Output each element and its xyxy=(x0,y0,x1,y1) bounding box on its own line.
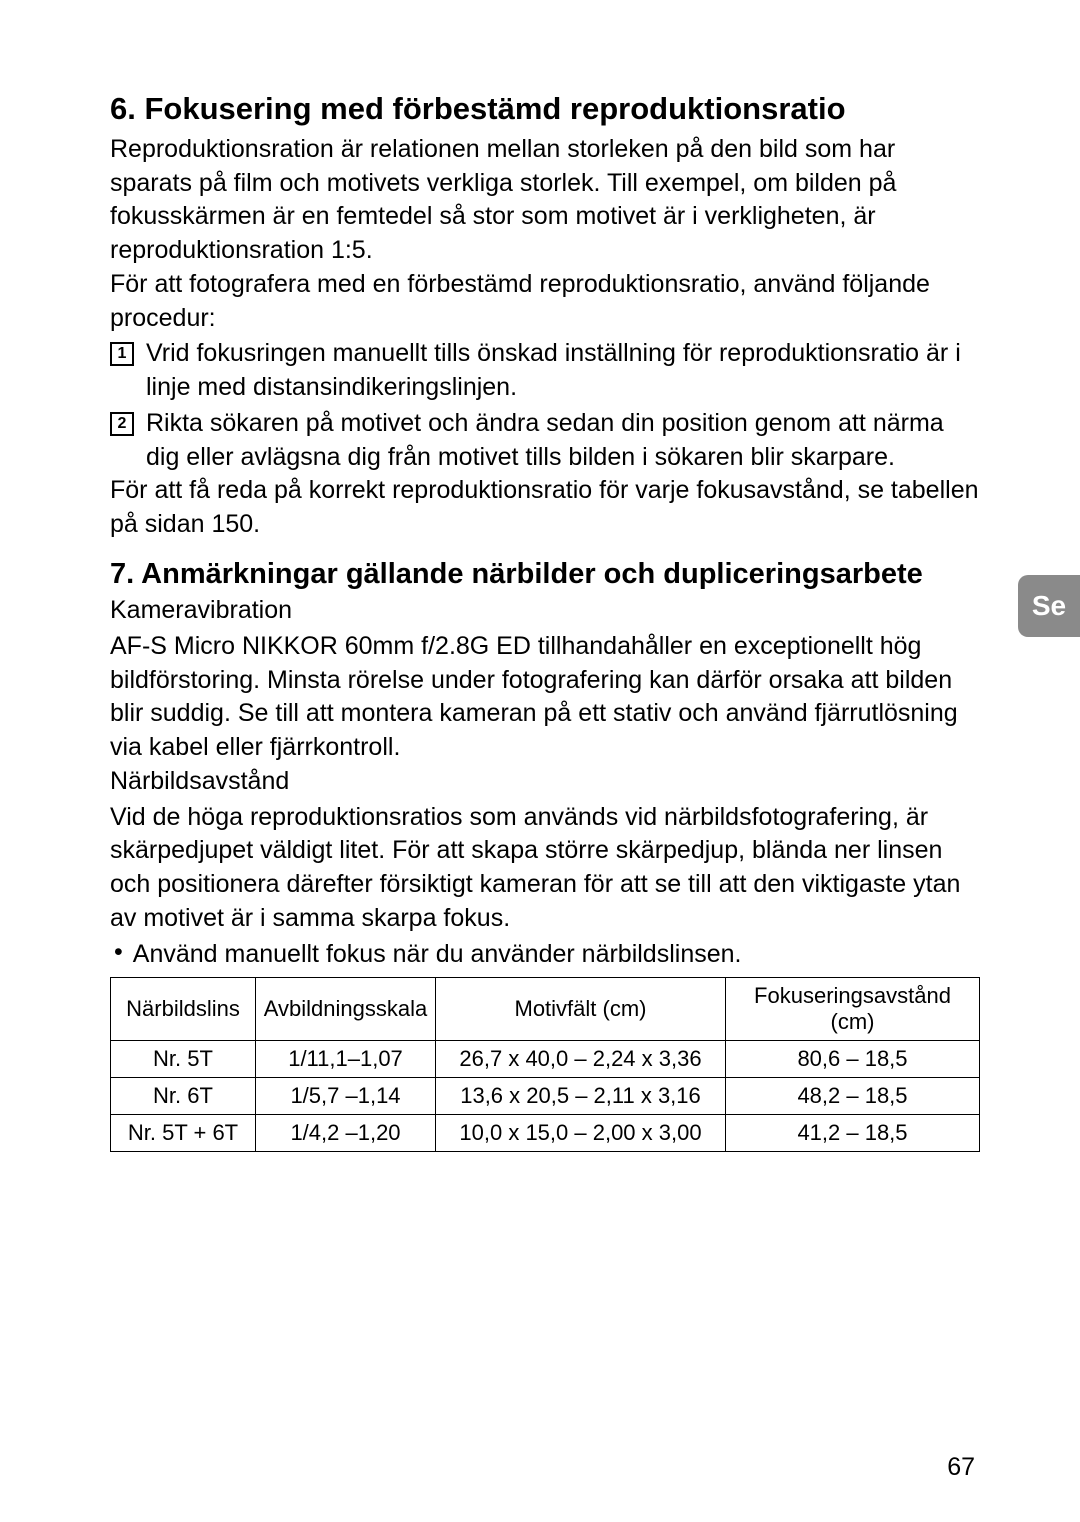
table-row: Nr. 5T + 6T 1/4,2 –1,20 10,0 x 15,0 – 2,… xyxy=(111,1115,980,1152)
step-number-box: 1 xyxy=(110,342,134,366)
table-cell: 48,2 – 18,5 xyxy=(726,1078,980,1115)
table-cell: 10,0 x 15,0 – 2,00 x 3,00 xyxy=(436,1115,726,1152)
table-header: Avbildningsskala xyxy=(256,978,436,1041)
table-cell: 41,2 – 18,5 xyxy=(726,1115,980,1152)
section6-para2: För att fotografera med en förbestämd re… xyxy=(110,268,980,336)
bullet-item: • Använd manuellt fokus när du använder … xyxy=(110,938,980,972)
table-cell: 1/4,2 –1,20 xyxy=(256,1115,436,1152)
table-header: Motivfält (cm) xyxy=(436,978,726,1041)
table-header: Fokuseringsavstånd (cm) xyxy=(726,978,980,1041)
page-content: 6. Fokusering med förbestämd reproduktio… xyxy=(0,0,1080,1152)
bullet-dot: • xyxy=(114,938,123,967)
table-cell: Nr. 6T xyxy=(111,1078,256,1115)
table-cell: 26,7 x 40,0 – 2,24 x 3,36 xyxy=(436,1041,726,1078)
step-number-box: 2 xyxy=(110,412,134,436)
step-1: 1 Vrid fokusringen manuellt tills önskad… xyxy=(110,337,980,405)
table-cell: 1/5,7 –1,14 xyxy=(256,1078,436,1115)
table-cell: Nr. 5T + 6T xyxy=(111,1115,256,1152)
section7-para1: AF-S Micro NIKKOR 60mm f/2.8G ED tillhan… xyxy=(110,630,980,765)
section7-sub2: Närbildsavstånd xyxy=(110,765,980,799)
section6-para3: För att få reda på korrekt reproduktions… xyxy=(110,474,980,542)
table-cell: Nr. 5T xyxy=(111,1041,256,1078)
closeup-lens-table: Närbildslins Avbildningsskala Motivfält … xyxy=(110,977,980,1152)
bullet-text: Använd manuellt fokus när du använder nä… xyxy=(133,938,742,972)
section6-para1: Reproduktionsration är relationen mellan… xyxy=(110,133,980,268)
table-header-row: Närbildslins Avbildningsskala Motivfält … xyxy=(111,978,980,1041)
table-row: Nr. 5T 1/11,1–1,07 26,7 x 40,0 – 2,24 x … xyxy=(111,1041,980,1078)
section7-para2: Vid de höga reproduktionsratios som anvä… xyxy=(110,801,980,936)
table-row: Nr. 6T 1/5,7 –1,14 13,6 x 20,5 – 2,11 x … xyxy=(111,1078,980,1115)
table-cell: 13,6 x 20,5 – 2,11 x 3,16 xyxy=(436,1078,726,1115)
step-2-text: Rikta sökaren på motivet och ändra sedan… xyxy=(146,407,980,475)
page-number: 67 xyxy=(947,1453,975,1482)
step-2: 2 Rikta sökaren på motivet och ändra sed… xyxy=(110,407,980,475)
step-1-text: Vrid fokusringen manuellt tills önskad i… xyxy=(146,337,980,405)
table-header: Närbildslins xyxy=(111,978,256,1041)
section7-title: 7. Anmärkningar gällande närbilder och d… xyxy=(110,556,980,592)
section6-title: 6. Fokusering med förbestämd reproduktio… xyxy=(110,90,980,129)
table-cell: 1/11,1–1,07 xyxy=(256,1041,436,1078)
table-cell: 80,6 – 18,5 xyxy=(726,1041,980,1078)
section7-sub1: Kameravibration xyxy=(110,594,980,628)
